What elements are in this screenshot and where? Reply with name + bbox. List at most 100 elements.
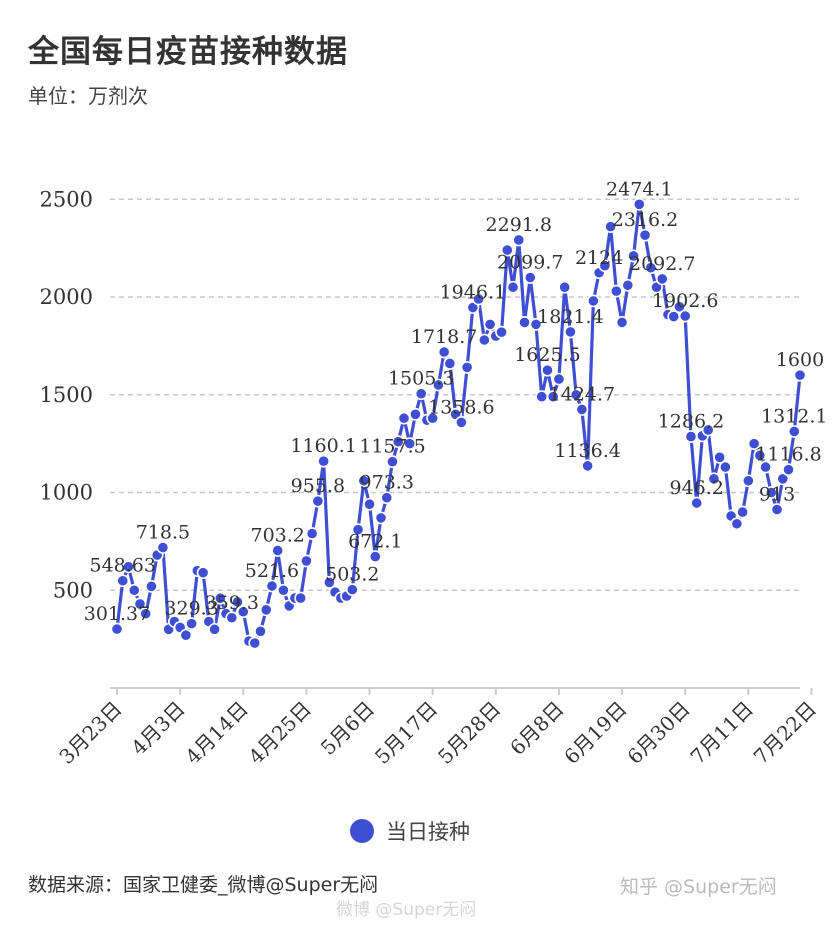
data-point	[357, 474, 371, 488]
x-tick-label: 7月11日	[686, 697, 758, 769]
data-label: 946.2	[669, 477, 723, 499]
data-point	[305, 527, 319, 540]
data-point	[546, 390, 560, 404]
legend[interactable]: 当日接种	[350, 816, 470, 846]
data-label: 1625.5	[514, 344, 580, 366]
data-point	[770, 503, 784, 516]
data-point	[747, 437, 761, 451]
data-source: 数据来源：国家卫健委_微博@Super无闷	[28, 874, 379, 896]
data-label: 1358.6	[428, 396, 494, 418]
data-label: 329.3	[164, 598, 218, 620]
data-label: 1600	[776, 349, 824, 371]
data-point	[564, 325, 577, 339]
data-point	[277, 583, 290, 597]
x-tick-label: 6月30日	[622, 697, 694, 769]
data-point	[374, 511, 388, 525]
data-point	[621, 278, 635, 292]
data-point	[793, 368, 807, 382]
data-point	[196, 566, 210, 580]
data-point	[127, 583, 141, 597]
y-tick-label: 500	[53, 578, 93, 602]
data-point	[185, 617, 199, 631]
data-point	[110, 622, 124, 636]
data-label: 548.63	[89, 555, 155, 577]
data-label: 672.1	[348, 531, 402, 553]
data-label: 1424.7	[549, 383, 615, 405]
data-label: 2316.2	[612, 209, 678, 231]
data-label: 2092.7	[629, 253, 695, 275]
data-point	[690, 496, 704, 510]
data-point	[259, 603, 273, 617]
data-point	[718, 460, 732, 474]
data-label: 1160.1	[290, 435, 356, 457]
data-label: 1505.3	[388, 368, 454, 390]
data-point	[414, 387, 428, 401]
data-point	[311, 494, 325, 508]
data-point	[248, 636, 262, 650]
data-point	[604, 220, 617, 234]
data-label: 301.37	[84, 603, 150, 625]
data-point	[535, 390, 549, 404]
data-point	[764, 486, 778, 499]
data-point	[787, 425, 801, 438]
data-label: 1157.5	[359, 436, 425, 458]
data-point	[225, 611, 239, 625]
data-point	[495, 325, 508, 339]
data-point	[472, 292, 485, 306]
data-point	[317, 454, 331, 468]
data-point	[265, 579, 279, 593]
data-point	[741, 474, 755, 488]
legend-label: 当日接种	[386, 820, 470, 844]
data-label: 2291.8	[486, 214, 552, 236]
data-point	[759, 460, 772, 474]
data-point	[368, 550, 382, 564]
data-point	[500, 243, 514, 257]
data-label: 1718.7	[411, 326, 477, 348]
data-point	[506, 280, 520, 294]
data-point	[673, 300, 686, 314]
data-point	[586, 294, 600, 308]
y-axis-ticks: 500 1000 1500 2000 2500	[40, 187, 93, 602]
data-point	[684, 430, 698, 443]
data-point	[644, 261, 658, 275]
data-point	[575, 403, 589, 416]
data-point	[294, 591, 308, 605]
data-label: 1946.1	[440, 282, 506, 304]
data-label: 2124	[575, 247, 623, 269]
data-point	[753, 448, 767, 462]
data-label: 503.2	[325, 564, 379, 586]
x-tick-label: 6月8日	[505, 697, 568, 760]
data-point	[156, 541, 170, 554]
data-point	[632, 197, 646, 211]
data-point	[541, 363, 554, 377]
data-point	[615, 316, 629, 329]
data-point	[322, 576, 336, 589]
data-point	[466, 301, 480, 314]
data-point	[736, 505, 750, 519]
data-label: 955.8	[291, 475, 345, 497]
y-tick-label: 1500	[40, 383, 93, 407]
data-point	[122, 560, 135, 574]
data-label: 359.3	[205, 592, 259, 614]
data-point	[701, 423, 715, 437]
watermark-center: 微博 @Super无闷	[336, 900, 477, 920]
data-point	[713, 450, 727, 464]
data-point	[380, 491, 394, 505]
chart-title: 全国每日疫苗接种数据	[28, 34, 348, 70]
data-label: 1116.8	[755, 444, 821, 466]
data-point	[581, 459, 595, 473]
data-point	[569, 388, 583, 402]
data-point	[523, 271, 537, 284]
x-tick-label: 4月3日	[126, 697, 189, 760]
x-tick-label: 4月14日	[181, 697, 253, 769]
data-point	[558, 280, 572, 294]
x-tick-label: 5月28日	[433, 697, 505, 769]
data-label: 1312.1	[761, 405, 827, 427]
data-point	[598, 259, 612, 273]
data-point	[397, 411, 411, 425]
data-point	[254, 624, 267, 638]
data-point	[477, 333, 491, 347]
